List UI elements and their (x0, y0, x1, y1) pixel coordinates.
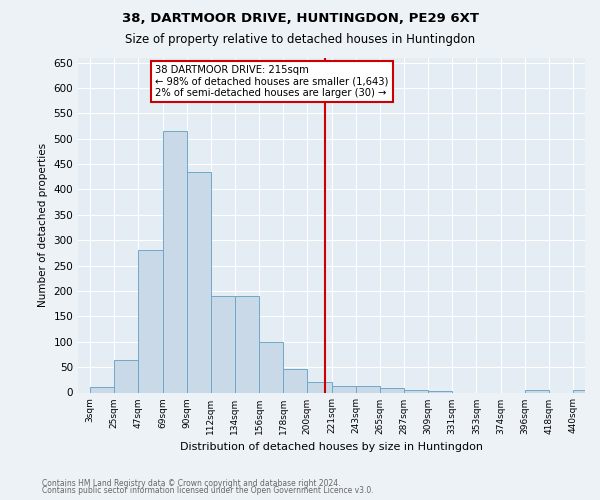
Bar (573, 390, 597, 392)
Bar (139, 250, 163, 392)
Bar (187, 172, 211, 392)
Text: 38 DARTMOOR DRIVE: 215sqm
← 98% of detached houses are smaller (1,643)
2% of sem: 38 DARTMOOR DRIVE: 215sqm ← 98% of detac… (155, 65, 389, 98)
Bar (380, 388, 404, 392)
Bar (90, 388, 114, 392)
Bar (524, 390, 549, 392)
Y-axis label: Number of detached properties: Number of detached properties (38, 143, 48, 307)
Bar (307, 382, 331, 392)
Text: 38, DARTMOOR DRIVE, HUNTINGDON, PE29 6XT: 38, DARTMOOR DRIVE, HUNTINGDON, PE29 6XT (121, 12, 479, 26)
Bar (428, 391, 452, 392)
Bar (211, 296, 235, 392)
Bar (163, 131, 187, 392)
Bar (356, 386, 380, 392)
X-axis label: Distribution of detached houses by size in Huntingdon: Distribution of detached houses by size … (180, 442, 483, 452)
Bar (283, 368, 307, 392)
Bar (331, 386, 356, 392)
Bar (404, 390, 428, 392)
Text: Size of property relative to detached houses in Huntingdon: Size of property relative to detached ho… (125, 32, 475, 46)
Text: Contains public sector information licensed under the Open Government Licence v3: Contains public sector information licen… (42, 486, 374, 495)
Bar (235, 296, 259, 392)
Bar (259, 342, 283, 392)
Bar (114, 360, 139, 392)
Text: Contains HM Land Registry data © Crown copyright and database right 2024.: Contains HM Land Registry data © Crown c… (42, 478, 341, 488)
